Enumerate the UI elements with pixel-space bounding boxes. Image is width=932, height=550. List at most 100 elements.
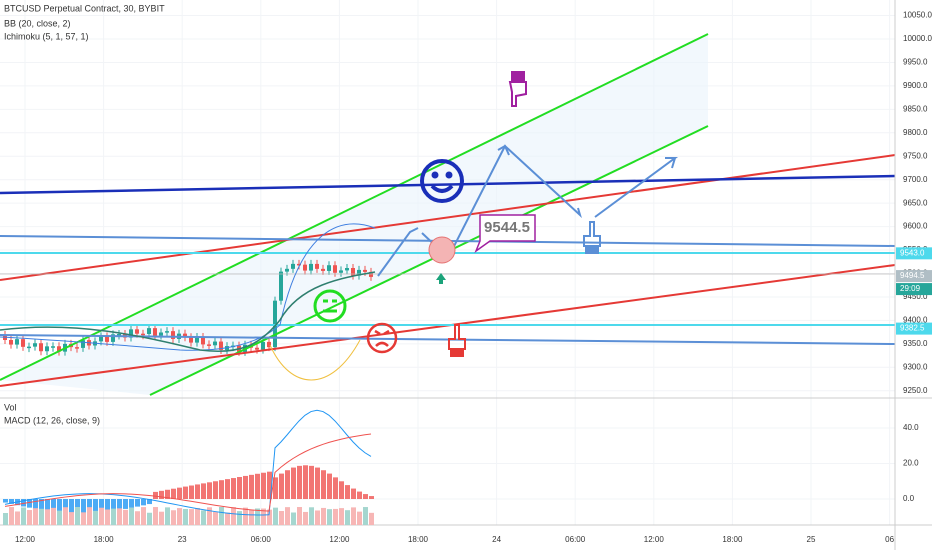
price-tick-label: 10000.0 (903, 34, 932, 43)
hand-icon (448, 324, 466, 357)
volume-bar (63, 507, 68, 525)
signal-line (4, 433, 372, 512)
macd-bar (171, 488, 176, 499)
macd-bar (93, 499, 98, 513)
smiley-neutral (313, 289, 347, 323)
volume-bar (105, 509, 110, 525)
callout: 9544.5 (474, 214, 536, 254)
trend-line (149, 125, 709, 396)
candle (261, 341, 265, 350)
candle (315, 263, 319, 269)
macd-line (4, 409, 372, 516)
channel-fill (0, 34, 708, 395)
volume-bar (291, 512, 296, 525)
volume-bar (249, 509, 254, 525)
candle (27, 346, 31, 349)
volume-bar (351, 507, 356, 525)
volume-bar (111, 508, 116, 525)
volume-bar (15, 511, 20, 525)
price-tick-label: 10050.0 (903, 11, 932, 20)
volume-bar (195, 507, 200, 525)
candle (333, 265, 337, 273)
macd-bar (183, 486, 188, 499)
volume-bar (81, 512, 86, 525)
candle (309, 263, 313, 271)
price-tag (896, 247, 932, 260)
macd-bar (357, 491, 362, 499)
arrow (377, 227, 419, 277)
volume-bar (3, 513, 8, 525)
macd-bar (243, 475, 248, 499)
price-tick-label: 9400.0 (903, 316, 928, 325)
pane-title: MACD (12, 26, close, 9) (4, 415, 100, 425)
macd-bar (297, 465, 302, 499)
ichimoku-line (269, 339, 361, 381)
macd-bar (177, 487, 182, 499)
volume-bar (123, 509, 128, 525)
price-tick-label: 9350.0 (903, 339, 928, 348)
volume-bar (207, 507, 212, 525)
volume-bar (153, 507, 158, 525)
macd-bar (291, 467, 296, 499)
candle (327, 265, 331, 271)
price-tick-label: 9650.0 (903, 198, 928, 207)
macd-bar (21, 499, 26, 507)
smiley-happy (420, 159, 464, 203)
time-tick-label: 12:00 (644, 535, 665, 544)
volume-bar (9, 507, 14, 525)
trend-line (0, 174, 896, 195)
countdown-tag (896, 283, 932, 296)
volume-bar (333, 508, 338, 525)
volume-bar (309, 507, 314, 525)
macd-bar (279, 473, 284, 499)
macd-bar (135, 499, 140, 507)
indicator-label: Ichimoku (5, 1, 57, 1) (4, 31, 89, 41)
grid (0, 0, 895, 525)
macd-bar (225, 479, 230, 499)
macd-bar (249, 474, 254, 499)
candle (291, 263, 295, 269)
macd-bar (57, 499, 62, 513)
axes: 10050.0 10000.0 9950.0 9900.0 9850.0 9800.0 97… (15, 11, 932, 544)
time-tick-label: 12:00 (15, 535, 36, 544)
candle (135, 329, 139, 334)
macd-bar (315, 467, 320, 499)
candle (9, 340, 13, 345)
macd-bar (159, 490, 164, 499)
macd-bar (267, 471, 272, 499)
volume-bar (357, 511, 362, 525)
volume-bar (75, 507, 80, 525)
volume-bar (267, 509, 272, 525)
candle (183, 333, 187, 338)
macd-bar (27, 499, 32, 508)
volume-bar (237, 511, 242, 525)
candle (39, 343, 43, 352)
bb-line (0, 223, 376, 351)
macd-bar (285, 470, 290, 499)
volume-bar (225, 512, 230, 525)
price-tick-label: 9750.0 (903, 151, 928, 160)
macd-bar (309, 465, 314, 499)
macd-bar (87, 499, 92, 514)
volume-bar (87, 507, 92, 525)
marker (428, 236, 456, 264)
candle (129, 329, 133, 338)
candle (207, 344, 211, 346)
volume-bar (165, 507, 170, 525)
countdown-label: 29:09 (900, 284, 921, 293)
macd-tick-label: 20.0 (903, 459, 919, 468)
arrow (447, 144, 582, 259)
price-tick-label: 9300.0 (903, 362, 928, 371)
arrow-up-icon (436, 273, 446, 284)
time-tick-label: 18:00 (408, 535, 429, 544)
volume-bar (51, 507, 56, 525)
candle (111, 334, 115, 342)
macd-bar (351, 488, 356, 499)
volume-bar (45, 509, 50, 525)
volume-bar (135, 511, 140, 525)
macd-bar (147, 499, 152, 505)
macd-bar (111, 499, 116, 511)
arrow (594, 157, 679, 218)
macd-bar (189, 485, 194, 499)
